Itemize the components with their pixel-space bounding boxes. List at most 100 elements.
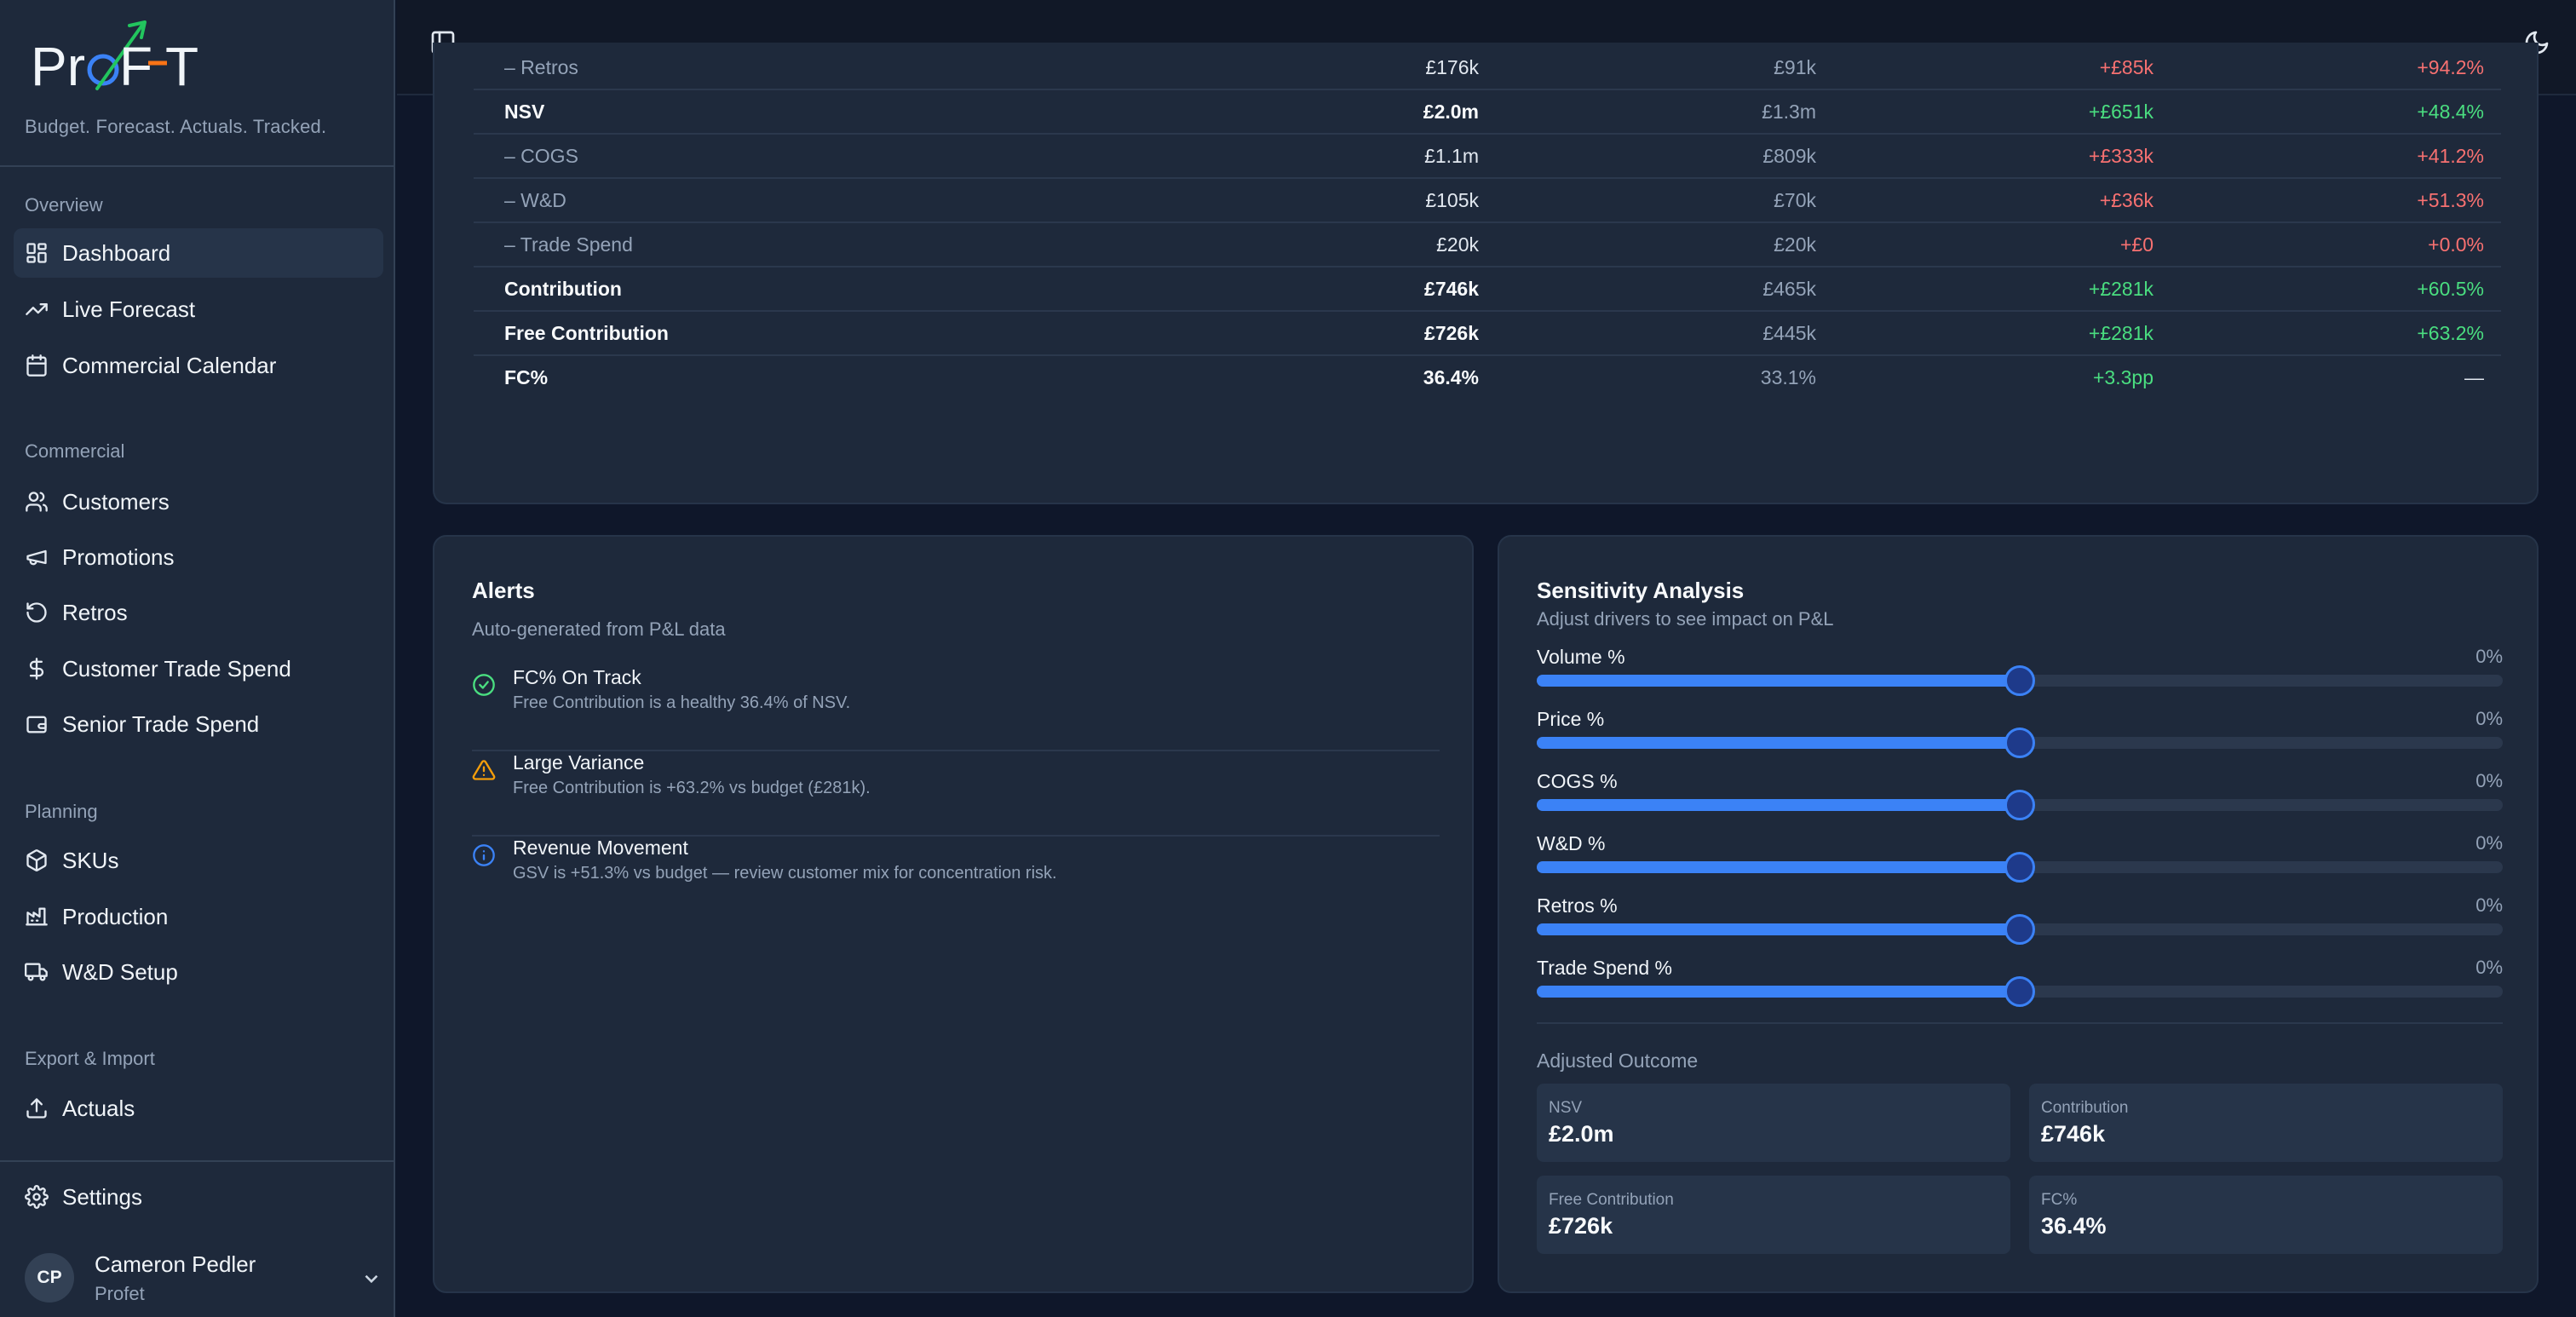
slider-label: Trade Spend % xyxy=(1537,957,1672,979)
section-commercial: Commercial xyxy=(25,440,125,462)
row-label: – Trade Spend xyxy=(504,233,633,256)
sidebar-item-wd-setup[interactable]: W&D Setup xyxy=(14,947,383,997)
user-org: Profet xyxy=(95,1282,145,1304)
sidebar-divider xyxy=(0,1160,395,1162)
actual-cell: £2.0m xyxy=(1423,101,1479,123)
truck-icon xyxy=(25,963,48,981)
slider-thumb[interactable] xyxy=(2004,852,2035,883)
budget-cell: £70k xyxy=(1774,189,1816,211)
variance-pct-cell: +0.0% xyxy=(2428,233,2484,256)
sidebar-item-commercial-calendar[interactable]: Commercial Calendar xyxy=(14,341,383,390)
megaphone-icon xyxy=(26,549,47,566)
users-icon xyxy=(26,492,48,512)
slider-track[interactable] xyxy=(1537,790,2503,820)
warning-icon xyxy=(472,760,496,780)
tile-value: £726k xyxy=(1549,1213,1613,1239)
sidebar-item-retros[interactable]: Retros xyxy=(14,588,383,637)
variance-pct-cell: +48.4% xyxy=(2417,101,2484,123)
variance-pct-cell: +51.3% xyxy=(2417,189,2484,211)
slider-track[interactable] xyxy=(1537,976,2503,1007)
table-row: – Trade Spend £20k £20k +£0 +0.0% xyxy=(474,223,2501,267)
row-label: Free Contribution xyxy=(504,322,669,344)
wallet-icon xyxy=(26,716,47,733)
table-row: NSV £2.0m £1.3m +£651k +48.4% xyxy=(474,90,2501,135)
sensitivity-card: Sensitivity Analysis Adjust drivers to s… xyxy=(1498,535,2539,1293)
slider-thumb[interactable] xyxy=(2004,976,2035,1007)
user-menu[interactable]: CP Cameron Pedler Profet xyxy=(25,1249,382,1307)
slider-value: 0% xyxy=(2475,832,2503,854)
sidebar-item-skus[interactable]: SKUs xyxy=(14,836,383,885)
slider-thumb[interactable] xyxy=(2004,790,2035,820)
slider-track[interactable] xyxy=(1537,728,2503,758)
alert-item: Large Variance Free Contribution is +63.… xyxy=(472,751,1440,837)
actual-cell: 36.4% xyxy=(1423,366,1479,388)
chevron-down-icon[interactable] xyxy=(360,1268,382,1290)
budget-cell: £1.3m xyxy=(1762,101,1816,123)
sidebar-divider xyxy=(0,165,395,167)
slider-fill xyxy=(1537,737,2020,749)
alert-title: Revenue Movement xyxy=(513,837,688,859)
sidebar-item-promotions[interactable]: Promotions xyxy=(14,532,383,582)
slider-volume[interactable]: Volume % 0% xyxy=(1537,646,2503,697)
slider-thumb[interactable] xyxy=(2004,914,2035,945)
sidebar-item-senior-trade-spend[interactable]: Senior Trade Spend xyxy=(14,699,383,749)
calendar-icon xyxy=(26,354,47,377)
slider-trade-spend[interactable]: Trade Spend % 0% xyxy=(1537,957,2503,1008)
sidebar-item-customers[interactable]: Customers xyxy=(14,477,383,526)
row-label: – W&D xyxy=(504,189,566,211)
tile-value: 36.4% xyxy=(2041,1213,2107,1239)
sidebar-item-label: W&D Setup xyxy=(62,958,178,985)
slider-thumb[interactable] xyxy=(2004,728,2035,758)
table-row: Contribution £746k £465k +£281k +60.5% xyxy=(474,267,2501,312)
actual-cell: £105k xyxy=(1425,189,1479,211)
slider-retros[interactable]: Retros % 0% xyxy=(1537,894,2503,946)
sidebar-item-live-forecast[interactable]: Live Forecast xyxy=(14,285,383,334)
sidebar-item-customer-trade-spend[interactable]: Customer Trade Spend xyxy=(14,644,383,693)
slider-track[interactable] xyxy=(1537,914,2503,945)
slider-value: 0% xyxy=(2475,708,2503,729)
profet-logo[interactable]: Pr F T xyxy=(31,17,227,102)
variance-cell: +£85k xyxy=(2099,56,2153,78)
row-label: Contribution xyxy=(504,278,622,300)
tile-value: £2.0m xyxy=(1549,1121,1614,1147)
sidebar-item-label: Senior Trade Spend xyxy=(62,710,260,737)
alert-item: FC% On Track Free Contribution is a heal… xyxy=(472,666,1440,751)
dollar-icon xyxy=(29,658,44,680)
variance-cell: +£651k xyxy=(2088,101,2153,123)
sidebar: Pr F T Budget. Forecast. Actuals. Tracke… xyxy=(0,0,395,1317)
variance-pct-cell: +94.2% xyxy=(2417,56,2484,78)
slider-fill xyxy=(1537,799,2020,811)
gear-icon xyxy=(25,1185,49,1209)
table-row: – Retros £176k £91k +£85k +94.2% xyxy=(474,46,2501,90)
slider-label: W&D % xyxy=(1537,832,1606,854)
sidebar-item-settings[interactable]: Settings xyxy=(14,1172,383,1222)
slider-w-d[interactable]: W&D % 0% xyxy=(1537,832,2503,883)
outcome-tile-contribution: Contribution £746k xyxy=(2029,1084,2503,1162)
row-label: FC% xyxy=(504,366,549,388)
sidebar-item-label: SKUs xyxy=(62,847,119,873)
slider-track[interactable] xyxy=(1537,665,2503,696)
slider-cogs[interactable]: COGS % 0% xyxy=(1537,770,2503,821)
variance-cell: +3.3pp xyxy=(2093,366,2153,388)
tile-label: NSV xyxy=(1549,1099,1583,1117)
slider-track[interactable] xyxy=(1537,852,2503,883)
section-planning: Planning xyxy=(25,801,98,822)
slider-thumb[interactable] xyxy=(2004,665,2035,696)
tile-value: £746k xyxy=(2041,1121,2106,1147)
sidebar-item-label: Actuals xyxy=(62,1095,135,1121)
alert-description: Free Contribution is a healthy 36.4% of … xyxy=(513,693,851,712)
sidebar-item-label: Customer Trade Spend xyxy=(62,655,291,682)
sensitivity-title: Sensitivity Analysis xyxy=(1537,578,1745,603)
alert-title: Large Variance xyxy=(513,751,645,774)
sidebar-item-production[interactable]: Production xyxy=(14,892,383,941)
check-circle-icon xyxy=(473,674,495,696)
slider-label: Retros % xyxy=(1537,894,1618,917)
sidebar-item-dashboard[interactable]: Dashboard xyxy=(14,228,383,278)
slider-label: Volume % xyxy=(1537,646,1625,668)
budget-cell: £809k xyxy=(1762,145,1816,167)
sidebar-item-actuals[interactable]: Actuals xyxy=(14,1084,383,1133)
slider-price[interactable]: Price % 0% xyxy=(1537,708,2503,759)
slider-fill xyxy=(1537,861,2020,873)
upload-icon xyxy=(26,1098,47,1119)
trending-up-icon xyxy=(26,303,48,315)
